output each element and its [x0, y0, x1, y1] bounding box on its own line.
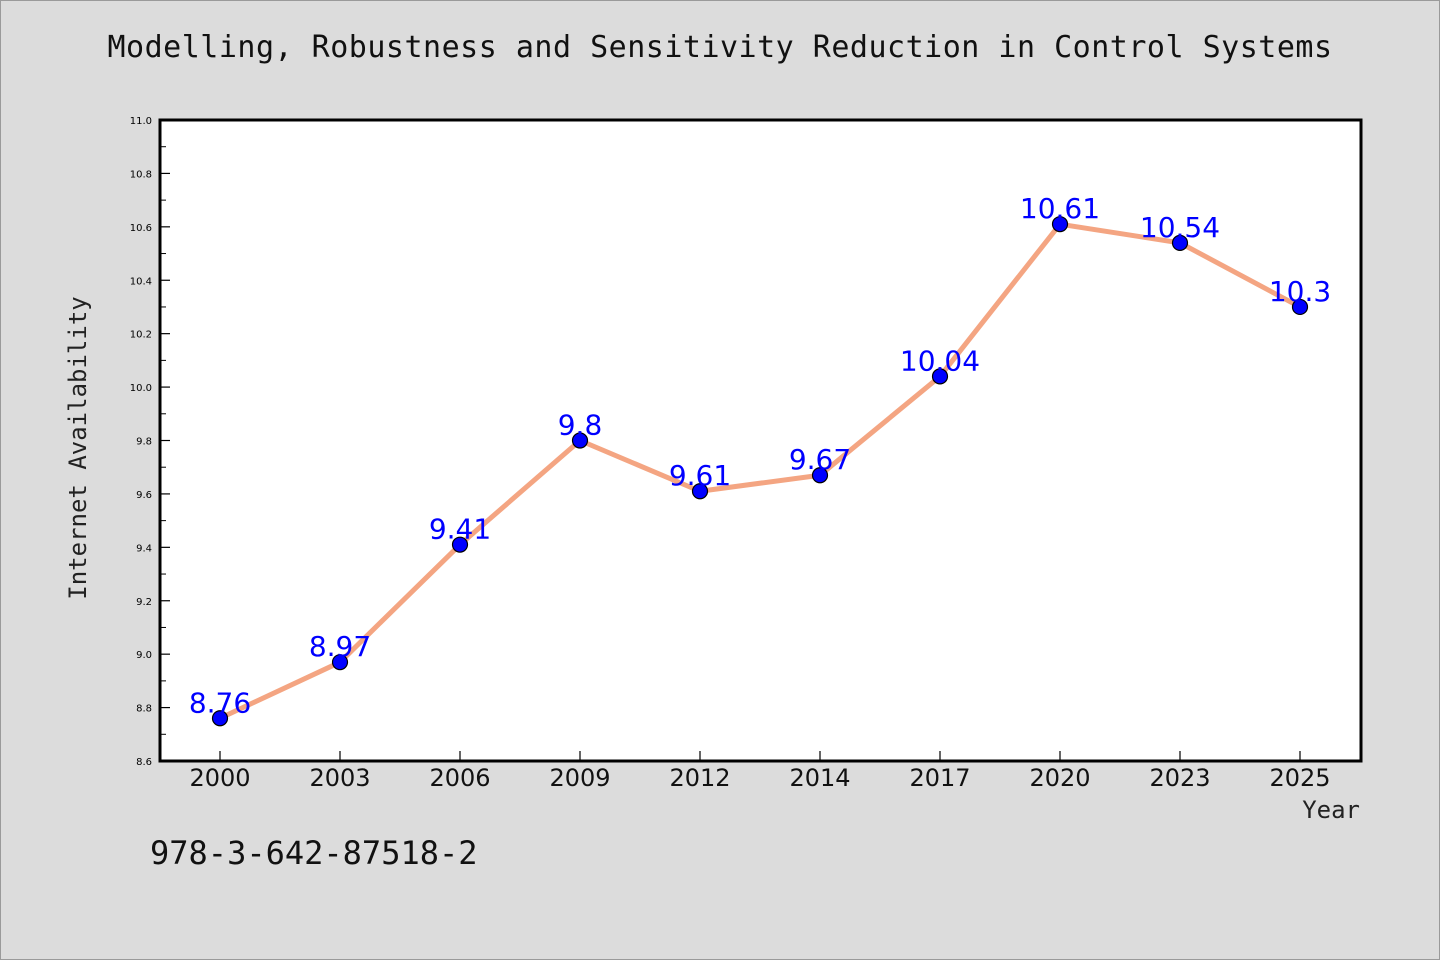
- y-tick-label: 8.6: [136, 757, 152, 768]
- y-tick-label: 8.8: [136, 704, 152, 715]
- data-point: [691, 483, 709, 500]
- x-tick-label: 2000: [189, 764, 250, 792]
- y-tick-label: 10.0: [130, 383, 152, 394]
- data-label: 9.61: [669, 459, 731, 492]
- x-tick-label: 2014: [789, 764, 850, 792]
- x-tick-label: 2023: [1149, 764, 1210, 792]
- x-tick-label: 2020: [1029, 764, 1090, 792]
- data-label: 10.04: [900, 344, 980, 377]
- data-label: 9.41: [429, 513, 491, 546]
- data-label: 8.76: [189, 686, 251, 719]
- data-label: 10.61: [1020, 192, 1100, 225]
- y-tick-label: 10.2: [130, 330, 152, 341]
- x-axis-label: Year: [1302, 796, 1360, 824]
- data-label: 10.54: [1140, 211, 1220, 244]
- x-tick-label: 2009: [549, 764, 610, 792]
- x-tick-label: 2025: [1269, 764, 1330, 792]
- y-tick-label: 9.4: [136, 543, 152, 554]
- data-point: [211, 710, 229, 727]
- chart-title: Modelling, Robustness and Sensitivity Re…: [107, 30, 1333, 65]
- y-tick-label: 9.0: [136, 650, 152, 661]
- series-line: [217, 221, 1303, 721]
- data-point: [1051, 216, 1069, 233]
- x-tick-label: 2003: [309, 764, 370, 792]
- y-tick-label: 9.8: [136, 437, 152, 448]
- data-point: [1171, 234, 1189, 251]
- isbn-text: 978-3-642-87518-2: [150, 834, 478, 872]
- y-tick-label: 11.0: [130, 116, 152, 127]
- data-point: [931, 368, 949, 385]
- x-tick-label: 2006: [429, 764, 490, 792]
- data-label: 8.97: [309, 630, 371, 663]
- data-label: 10.3: [1269, 275, 1331, 308]
- y-tick-label: 10.6: [130, 223, 152, 234]
- y-tick-label: 9.2: [136, 597, 152, 608]
- y-tick-label: 9.6: [136, 490, 152, 501]
- y-tick-label: 10.8: [130, 169, 152, 180]
- x-tick-label: 2012: [669, 764, 730, 792]
- data-point: [331, 654, 349, 671]
- data-label: 9.67: [789, 443, 851, 476]
- x-tick-label: 2017: [909, 764, 970, 792]
- plot-area: [158, 118, 1363, 763]
- data-label: 9.8: [558, 409, 603, 442]
- data-point: [571, 432, 589, 449]
- data-point: [1291, 298, 1309, 316]
- data-point: [811, 467, 829, 484]
- y-tick-label: 10.4: [130, 276, 152, 287]
- data-point: [451, 536, 469, 553]
